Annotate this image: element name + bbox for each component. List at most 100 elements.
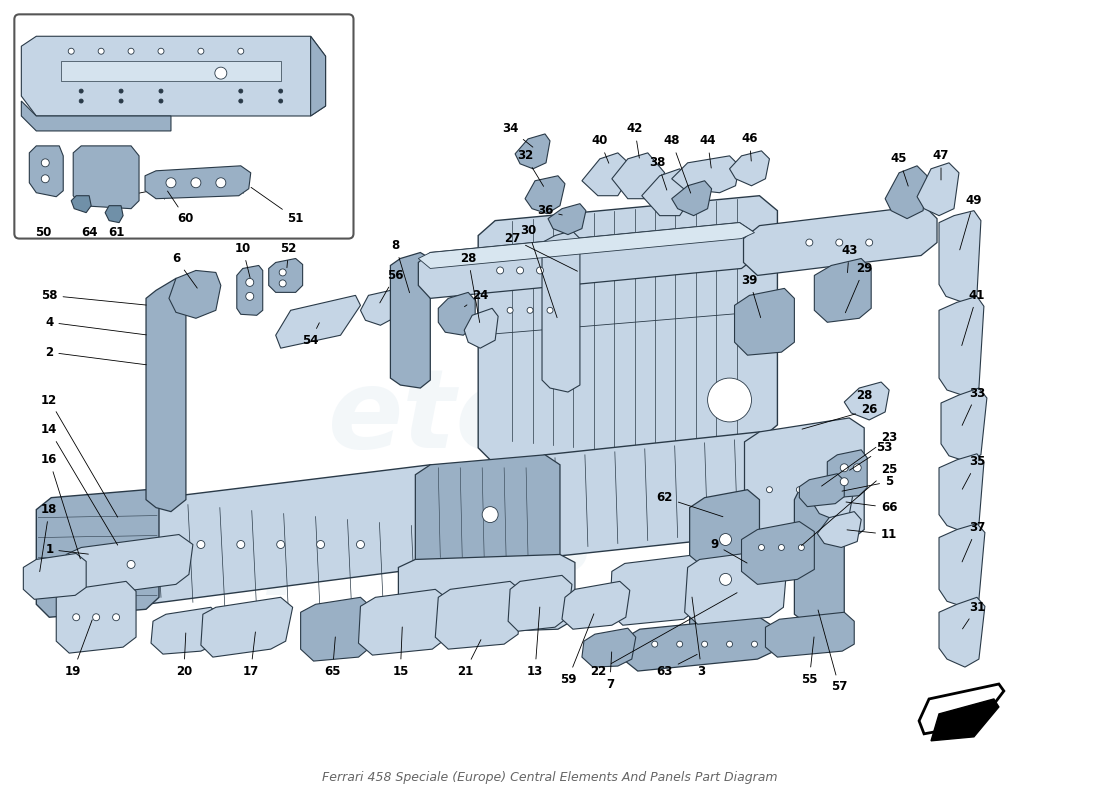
- Polygon shape: [151, 607, 221, 654]
- Circle shape: [547, 307, 553, 314]
- Circle shape: [496, 267, 504, 274]
- Polygon shape: [939, 296, 983, 396]
- Polygon shape: [528, 432, 778, 558]
- Polygon shape: [817, 512, 861, 547]
- Circle shape: [727, 641, 733, 647]
- Circle shape: [42, 174, 50, 182]
- Text: 58: 58: [41, 289, 146, 305]
- Polygon shape: [30, 146, 63, 197]
- Circle shape: [317, 541, 324, 549]
- Text: eto
parts: eto parts: [266, 364, 595, 595]
- Circle shape: [79, 99, 84, 103]
- Polygon shape: [515, 134, 550, 169]
- Circle shape: [68, 48, 74, 54]
- Circle shape: [166, 178, 176, 188]
- Circle shape: [245, 278, 254, 286]
- Circle shape: [216, 178, 225, 188]
- Polygon shape: [106, 206, 123, 222]
- Circle shape: [836, 239, 843, 246]
- Text: 27: 27: [504, 232, 578, 271]
- Polygon shape: [36, 490, 160, 618]
- Polygon shape: [609, 555, 702, 626]
- Text: 7: 7: [606, 652, 614, 690]
- Polygon shape: [418, 222, 755, 298]
- Text: 57: 57: [818, 610, 847, 694]
- Text: 28: 28: [460, 252, 480, 322]
- Circle shape: [112, 614, 120, 621]
- Polygon shape: [931, 699, 999, 741]
- Polygon shape: [940, 388, 987, 462]
- Circle shape: [517, 267, 524, 274]
- Polygon shape: [814, 258, 871, 322]
- Circle shape: [707, 378, 751, 422]
- Circle shape: [759, 545, 764, 550]
- Text: 38: 38: [649, 156, 667, 190]
- Text: 41: 41: [961, 289, 986, 346]
- Polygon shape: [145, 166, 251, 198]
- Text: 29: 29: [845, 262, 872, 313]
- Polygon shape: [612, 153, 664, 198]
- Text: 45: 45: [891, 152, 909, 186]
- Text: 56: 56: [379, 269, 404, 303]
- Circle shape: [98, 48, 104, 54]
- Circle shape: [719, 534, 732, 546]
- Circle shape: [840, 478, 848, 486]
- Polygon shape: [886, 166, 927, 218]
- Polygon shape: [741, 522, 814, 584]
- Text: 44: 44: [700, 134, 716, 168]
- Circle shape: [278, 99, 283, 103]
- Circle shape: [128, 48, 134, 54]
- Polygon shape: [359, 590, 449, 655]
- Text: 11: 11: [847, 528, 898, 541]
- Polygon shape: [794, 482, 845, 630]
- Polygon shape: [418, 222, 755, 269]
- Circle shape: [840, 464, 848, 472]
- Polygon shape: [690, 490, 759, 647]
- Polygon shape: [398, 554, 575, 634]
- Circle shape: [160, 99, 163, 103]
- Circle shape: [796, 486, 802, 493]
- Polygon shape: [623, 618, 774, 671]
- Polygon shape: [582, 628, 636, 667]
- Text: 32: 32: [517, 150, 543, 186]
- Text: 19: 19: [65, 620, 92, 678]
- Polygon shape: [939, 523, 984, 607]
- Circle shape: [42, 159, 50, 167]
- Polygon shape: [800, 474, 845, 506]
- Polygon shape: [438, 292, 475, 335]
- Text: 47: 47: [933, 150, 949, 180]
- Text: 23: 23: [822, 431, 898, 486]
- Text: 6: 6: [172, 252, 197, 288]
- Polygon shape: [542, 230, 580, 392]
- Polygon shape: [562, 582, 630, 630]
- Text: 1: 1: [45, 543, 88, 556]
- Polygon shape: [72, 196, 91, 213]
- Text: 42: 42: [627, 122, 644, 158]
- Text: 15: 15: [393, 627, 408, 678]
- Polygon shape: [310, 36, 326, 116]
- Polygon shape: [939, 454, 983, 533]
- Polygon shape: [525, 176, 565, 214]
- Circle shape: [158, 48, 164, 54]
- Text: 62: 62: [657, 491, 723, 517]
- Text: 63: 63: [657, 654, 697, 678]
- Polygon shape: [744, 206, 937, 275]
- Polygon shape: [739, 538, 761, 602]
- Polygon shape: [436, 582, 522, 649]
- Circle shape: [806, 239, 813, 246]
- Polygon shape: [745, 418, 865, 554]
- Polygon shape: [169, 270, 221, 318]
- Polygon shape: [56, 582, 136, 653]
- Text: 35: 35: [962, 455, 986, 490]
- Text: 36: 36: [537, 204, 562, 217]
- Circle shape: [279, 280, 286, 287]
- Circle shape: [767, 486, 772, 493]
- Circle shape: [197, 541, 205, 549]
- Polygon shape: [814, 486, 854, 519]
- Text: 64: 64: [81, 226, 98, 239]
- Circle shape: [128, 561, 135, 569]
- Circle shape: [702, 641, 707, 647]
- Polygon shape: [478, 196, 778, 465]
- Circle shape: [238, 48, 244, 54]
- Text: 54: 54: [302, 322, 319, 346]
